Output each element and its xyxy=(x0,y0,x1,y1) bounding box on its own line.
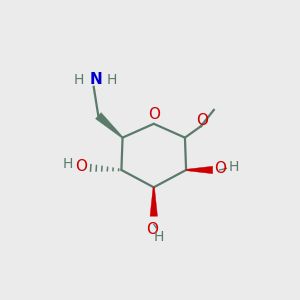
Text: H: H xyxy=(229,160,239,174)
Text: H: H xyxy=(74,73,84,87)
Text: O: O xyxy=(148,107,160,122)
Polygon shape xyxy=(186,166,213,174)
Text: H: H xyxy=(153,230,164,244)
Text: O: O xyxy=(75,159,87,174)
Text: O: O xyxy=(147,222,159,237)
Text: O: O xyxy=(214,161,226,176)
Text: H: H xyxy=(107,73,117,87)
Text: N: N xyxy=(90,72,102,87)
Polygon shape xyxy=(150,187,158,216)
Text: O: O xyxy=(196,113,208,128)
Polygon shape xyxy=(95,112,123,138)
Text: H: H xyxy=(62,157,73,171)
